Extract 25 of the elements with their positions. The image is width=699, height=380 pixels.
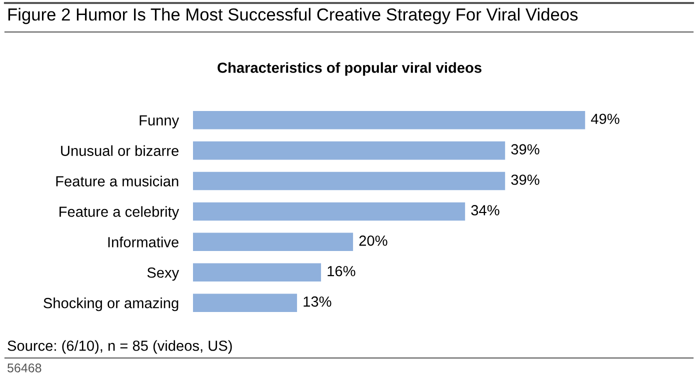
- chart-title: Figure 2 Humor Is The Most Successful Creative Strategy For Viral Videos: [8, 8, 578, 24]
- data-label: 39%: [511, 174, 540, 185]
- y-tick-label: Informative: [108, 236, 178, 248]
- y-tick-label: Sexy: [147, 267, 180, 281]
- source-note: Source: (6/10), n = 85 (videos, US): [8, 340, 232, 354]
- chart-subtitle: Characteristics of popular viral videos: [218, 62, 482, 76]
- y-tick-label: Unusual or bizarre: [61, 145, 178, 156]
- bar: [193, 110, 586, 130]
- text: 56468: [8, 364, 42, 372]
- bar: [193, 202, 466, 221]
- y-tick-label: Shocking or amazing: [44, 298, 178, 312]
- y-tick-label: Feature a celebrity: [60, 206, 180, 220]
- y-tick-label: Funny: [140, 115, 180, 128]
- bar: [193, 141, 506, 160]
- y-tick-label: Feature a musician: [56, 176, 178, 186]
- data-label: 16%: [328, 266, 356, 276]
- data-label: 20%: [359, 236, 388, 246]
- bar: [193, 263, 322, 282]
- bar: [193, 294, 298, 312]
- data-label: 34%: [471, 205, 500, 216]
- data-label: 39%: [511, 144, 540, 154]
- bar: [193, 172, 506, 190]
- data-label: 13%: [304, 296, 332, 307]
- bar: [193, 232, 354, 252]
- data-label: 49%: [590, 114, 620, 124]
